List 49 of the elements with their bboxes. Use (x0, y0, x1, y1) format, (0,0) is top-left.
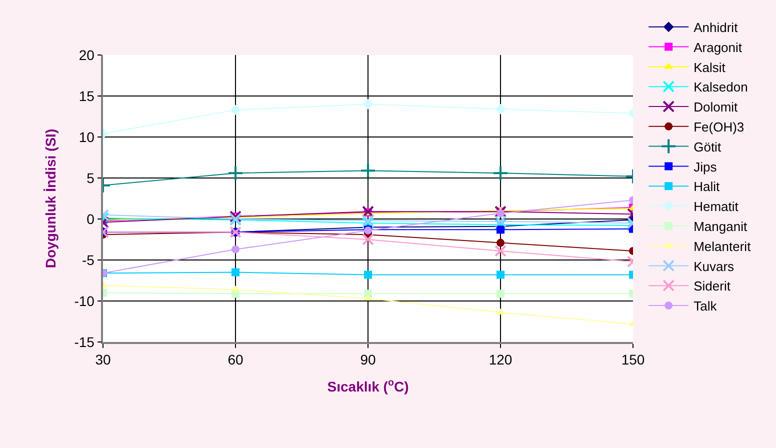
y-tick-label: -15 (74, 334, 95, 350)
y-tick-label: 15 (78, 88, 95, 104)
point (232, 268, 240, 276)
legend-label: Halit (694, 179, 720, 194)
point (232, 245, 240, 254)
x-tick-label: 30 (95, 352, 111, 368)
y-tick-label: 10 (78, 128, 95, 145)
legend-label: Aragonit (694, 40, 742, 55)
x-tick-label: 60 (228, 352, 244, 368)
legend-label: Dolomit (694, 100, 738, 115)
x-tick-label: 150 (621, 352, 645, 368)
y-tick-label: 20 (78, 46, 95, 63)
point (494, 215, 506, 228)
point (362, 217, 374, 230)
legend-label: Siderit (694, 278, 731, 294)
legend-label: Talk (694, 298, 718, 314)
legend-label: Manganit (694, 218, 748, 234)
legend-label: Kalsit (694, 60, 726, 75)
point (496, 270, 504, 279)
legend-label: Hematit (694, 199, 739, 214)
legend-label: Kalsedon (694, 80, 748, 95)
point (228, 165, 244, 182)
point (362, 214, 374, 227)
point (362, 206, 374, 218)
x-axis-title: Sıcaklık ($^{o}$C) (327, 377, 409, 394)
legend-label: Melanterit (694, 238, 752, 254)
point (362, 99, 374, 110)
point (494, 244, 506, 257)
point (362, 234, 374, 246)
y-axis-title: Doygunluk İndisi (SI) (42, 128, 58, 268)
point (492, 165, 508, 182)
y-tick-label: 0 (86, 210, 95, 227)
point (496, 226, 504, 234)
legend-label: Götit (694, 139, 722, 154)
point (495, 104, 506, 114)
point (496, 290, 504, 298)
legend-label: Kuvars (694, 258, 735, 274)
point (494, 218, 506, 231)
legend-label: Jips (694, 159, 718, 174)
legend-label: Fe(OH)3 (694, 119, 744, 134)
x-tick-label: 120 (488, 352, 512, 368)
x-tick-label: 90 (360, 352, 376, 368)
y-tick-label: -10 (74, 292, 95, 309)
y-tick-label: 5 (86, 170, 95, 186)
point (364, 270, 372, 279)
point (360, 162, 376, 179)
point (230, 104, 241, 116)
y-tick-label: -5 (82, 252, 95, 268)
legend-label: Anhidrit (694, 20, 738, 35)
